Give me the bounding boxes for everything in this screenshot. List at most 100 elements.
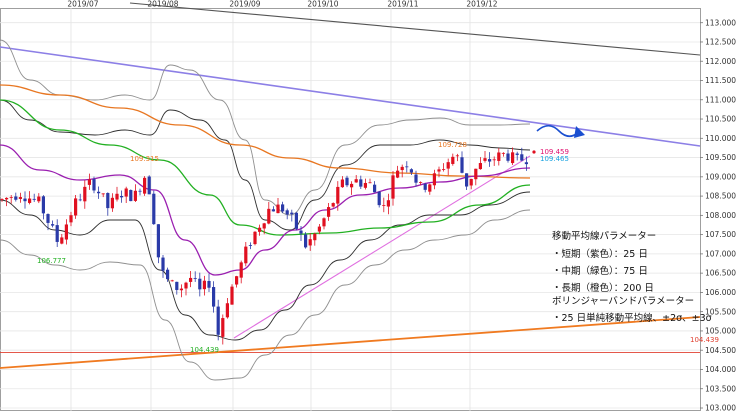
grid xyxy=(0,8,701,411)
candle-body xyxy=(304,234,308,248)
bb-lower-2sigma xyxy=(0,191,531,341)
candle xyxy=(18,192,22,203)
resistance-trendline-gray xyxy=(129,2,701,56)
price-annotation: 106.777 xyxy=(37,257,66,265)
candle-body xyxy=(189,277,193,282)
candle-body xyxy=(437,169,441,172)
date-label: 2019/07 xyxy=(67,0,98,9)
candle-body xyxy=(511,152,515,164)
candle xyxy=(230,284,234,305)
price-tick-label: 108.000 xyxy=(705,211,736,220)
price-tick-label: 113.000 xyxy=(705,18,736,27)
price-tick-label: 107.000 xyxy=(705,249,736,258)
price-tick-label: 106.000 xyxy=(705,288,736,297)
axis-layer: 2019/07 2019/08 2019/09 2019/10 2019/11 2019/… xyxy=(67,0,736,411)
candle-body xyxy=(143,177,147,194)
candle-body xyxy=(285,210,289,215)
candle xyxy=(14,192,18,202)
candle xyxy=(414,170,418,187)
candle-body xyxy=(391,175,395,199)
ma-mid-75 xyxy=(0,99,531,236)
candle xyxy=(460,151,464,174)
legend-line: ・短期（紫色）：25 日 xyxy=(552,248,648,260)
candle xyxy=(488,152,492,167)
candle xyxy=(69,211,73,227)
candle-body xyxy=(368,182,372,184)
price-tick-label: 110.000 xyxy=(705,134,736,143)
candle-body xyxy=(170,280,174,282)
candle-body xyxy=(37,196,41,202)
candle xyxy=(391,170,395,206)
candle xyxy=(386,193,390,215)
candlestick-layer xyxy=(0,147,528,345)
candle xyxy=(492,156,496,166)
candle-body xyxy=(184,282,188,289)
candle-body xyxy=(133,190,137,201)
candle xyxy=(253,231,257,246)
candle-body xyxy=(212,287,216,307)
candle-body xyxy=(51,224,55,226)
candle-body xyxy=(101,193,105,195)
candle-body xyxy=(202,280,206,290)
candle-body xyxy=(64,224,68,240)
price-annotation: 104.439 xyxy=(690,336,719,344)
trendline-layer xyxy=(0,2,701,369)
candle xyxy=(345,175,349,188)
candle xyxy=(64,219,68,245)
candle xyxy=(327,203,331,221)
candle xyxy=(506,149,510,163)
candle xyxy=(216,299,220,341)
candle-body xyxy=(294,212,298,229)
candle-body xyxy=(455,155,459,157)
candle xyxy=(193,271,197,282)
candle-body xyxy=(115,193,119,200)
price-tick-label: 112.000 xyxy=(705,57,736,66)
candle-body xyxy=(239,262,243,278)
candle-body xyxy=(161,257,165,271)
candle xyxy=(147,175,151,195)
candle-body xyxy=(152,193,156,225)
candle-body xyxy=(110,197,114,209)
candle-body xyxy=(23,198,27,202)
candle xyxy=(133,184,137,203)
date-label: 2019/12 xyxy=(466,0,497,9)
candle-body xyxy=(0,199,4,200)
candle-body xyxy=(377,191,381,206)
price-tick-label: 103.000 xyxy=(705,404,736,411)
candle xyxy=(120,190,124,203)
candle-body xyxy=(460,157,464,173)
candle xyxy=(41,195,45,220)
candle-body xyxy=(60,237,64,244)
candle xyxy=(225,298,229,319)
forecast-wave xyxy=(536,124,581,138)
candle xyxy=(202,275,206,296)
candle xyxy=(239,260,243,284)
price-annotation: 109.728 xyxy=(438,141,467,149)
price-annotation: 109.459 xyxy=(540,148,569,156)
candle-body xyxy=(469,178,473,186)
candle-body xyxy=(175,281,179,290)
candle xyxy=(5,197,9,207)
legend-line: 移動平均線パラメーター xyxy=(552,230,656,242)
candle xyxy=(446,158,450,176)
price-tick-label: 107.500 xyxy=(705,230,736,239)
resistance-trendline-purple xyxy=(0,46,701,147)
date-label: 2019/10 xyxy=(307,0,338,9)
forecast-arrowhead xyxy=(574,126,585,138)
candle-body xyxy=(478,163,482,170)
candle-body xyxy=(492,159,496,161)
candle-body xyxy=(147,176,151,195)
date-label: 2019/08 xyxy=(147,0,178,9)
candle xyxy=(28,191,32,205)
candle-body xyxy=(524,162,528,165)
candle xyxy=(294,212,298,231)
candle xyxy=(285,208,289,220)
candle-body xyxy=(253,231,257,245)
candle xyxy=(313,232,317,246)
candle-body xyxy=(350,183,354,188)
candle xyxy=(520,147,524,162)
candle xyxy=(409,168,413,175)
bb-lower-3sigma xyxy=(0,209,531,381)
candle xyxy=(478,157,482,170)
candle xyxy=(143,176,147,196)
